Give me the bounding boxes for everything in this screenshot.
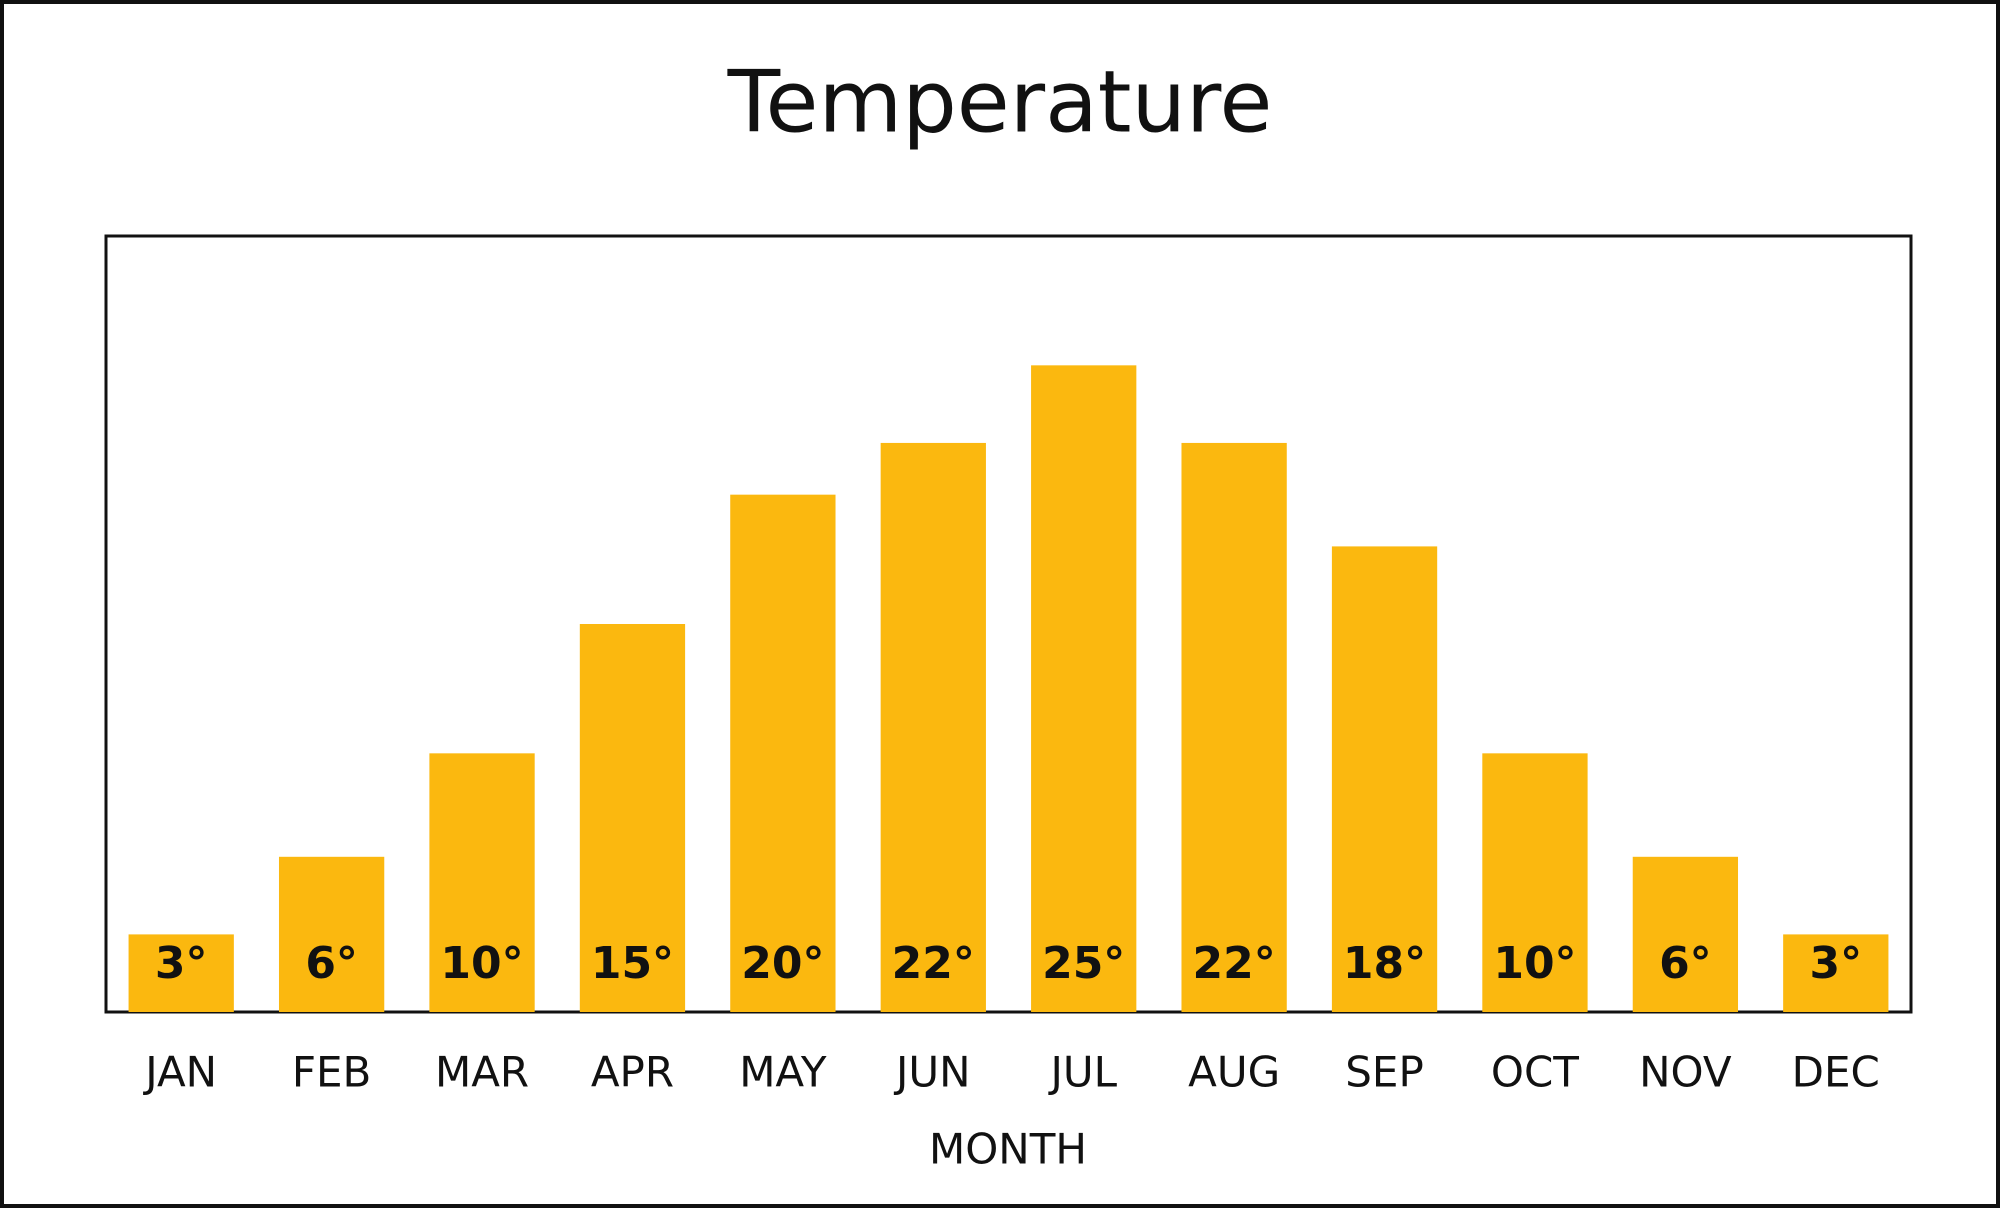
data-label: 18° [1343, 938, 1426, 989]
bar [1482, 753, 1588, 1012]
chart-title: Temperature [727, 52, 1273, 152]
data-label: 22° [1193, 938, 1276, 989]
bar [128, 934, 234, 1012]
data-label: 3° [1809, 938, 1862, 989]
data-label: 6° [305, 938, 358, 989]
data-label: 10° [440, 938, 523, 989]
bar [1783, 934, 1889, 1012]
x-tick-label: JAN [142, 1048, 217, 1097]
data-label: 22° [892, 938, 975, 989]
x-tick-label: NOV [1639, 1048, 1732, 1097]
x-tick-label: DEC [1792, 1048, 1880, 1097]
x-tick-label: MAR [435, 1048, 529, 1097]
data-label: 15° [591, 938, 674, 989]
bar [1331, 546, 1438, 1012]
x-tick-label: AUG [1188, 1048, 1280, 1097]
bar [1181, 442, 1287, 1012]
x-tick-label: MAY [739, 1048, 827, 1097]
data-label: 25° [1042, 938, 1125, 989]
x-tick-label: JUL [1047, 1048, 1117, 1097]
bar [730, 494, 836, 1013]
bar [1031, 365, 1137, 1012]
data-label: 6° [1659, 938, 1712, 989]
x-tick-label: SEP [1345, 1048, 1424, 1097]
bar [429, 753, 535, 1012]
x-tick-label: OCT [1491, 1048, 1579, 1097]
bar [880, 442, 986, 1012]
data-label: 10° [1493, 938, 1576, 989]
x-axis-title: MONTH [929, 1125, 1087, 1174]
x-tick-label: APR [591, 1048, 674, 1097]
data-label: 20° [741, 938, 824, 989]
x-tick-label: JUN [893, 1048, 971, 1097]
bar [1632, 856, 1739, 1012]
bar [579, 624, 686, 1012]
bar [278, 856, 385, 1012]
plot-frame [104, 234, 1913, 1014]
data-label: 3° [155, 938, 208, 989]
x-tick-label: FEB [292, 1048, 372, 1097]
